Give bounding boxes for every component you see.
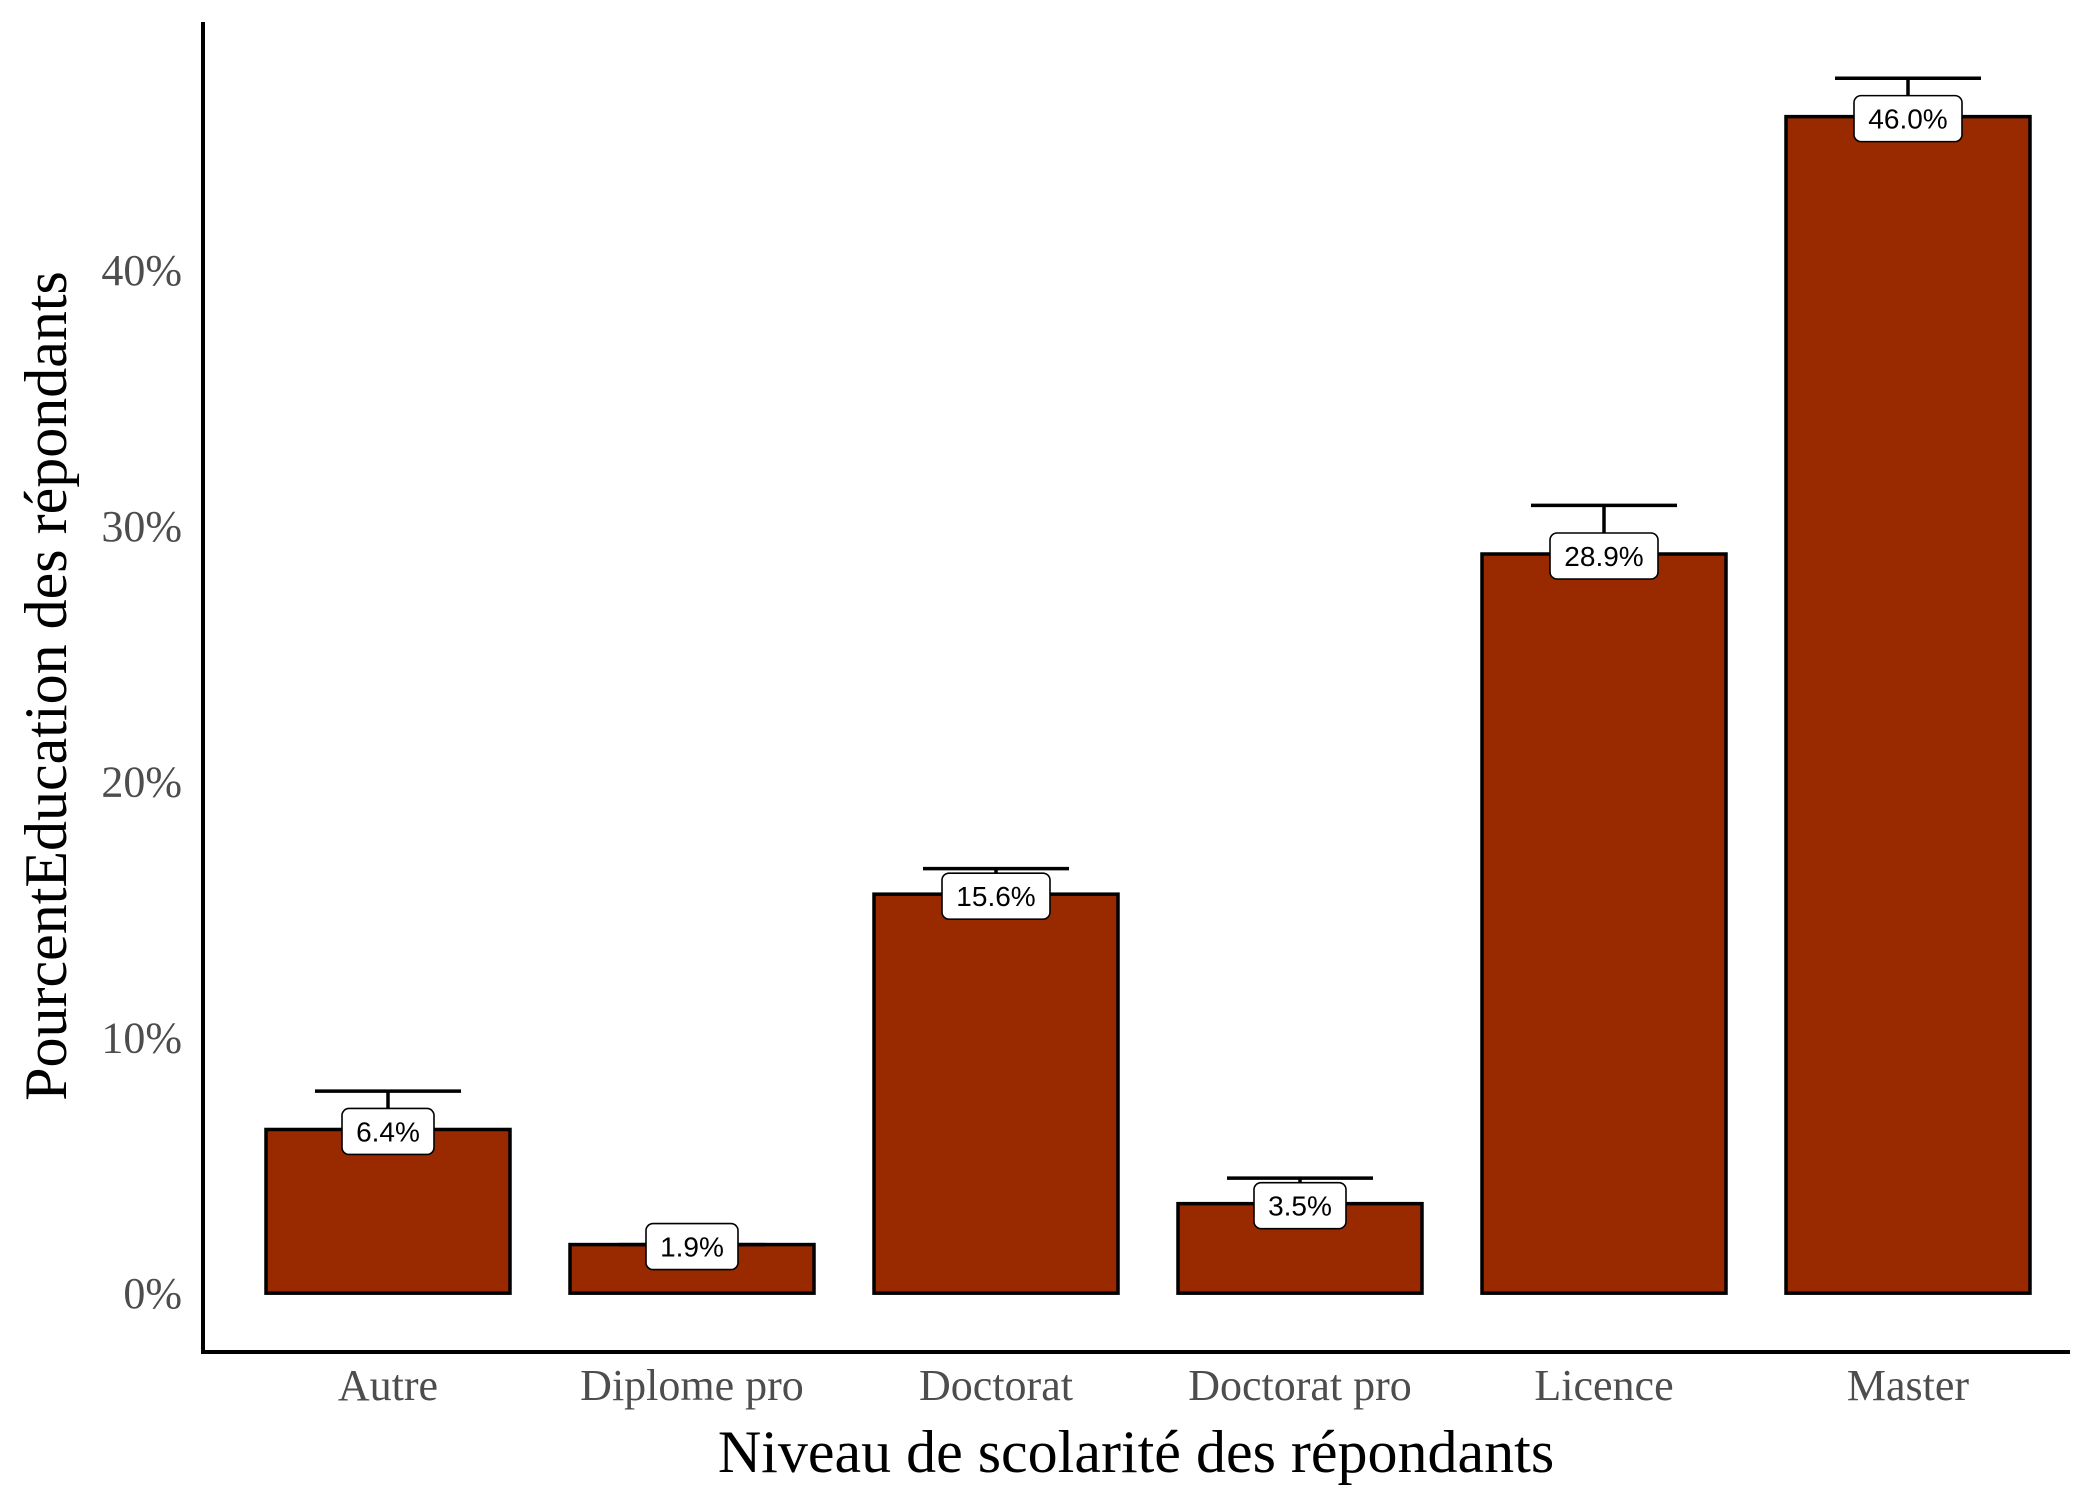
y-axis-title: PourcentEducation des répondants <box>13 271 79 1101</box>
x-tick-label: Doctorat <box>919 1361 1073 1410</box>
y-tick-label: 30% <box>101 502 182 551</box>
data-label-box <box>1549 532 1659 580</box>
data-label: 6.4% <box>356 1116 420 1147</box>
data-label: 3.5% <box>1268 1191 1332 1222</box>
bar-licence <box>1480 552 1728 1295</box>
data-label-box <box>1853 94 1963 143</box>
data-label-box <box>645 1222 739 1271</box>
data-label-box <box>341 1107 435 1156</box>
bar-autre <box>264 1127 512 1295</box>
y-tick-label: 20% <box>101 758 182 807</box>
data-label-box <box>941 872 1051 920</box>
y-tick-label: 10% <box>101 1013 182 1062</box>
data-labels: 6.4% 1.9% 15.6% 3.5% 28.9% 46.0% <box>341 94 1963 1271</box>
data-label: 1.9% <box>660 1232 724 1263</box>
x-axis-title: Niveau de scolarité des répondants <box>718 1419 1554 1485</box>
x-tick-label: Licence <box>1534 1361 1673 1410</box>
x-axis-ticks: Autre Diplome pro Doctorat Doctorat pro Lice… <box>338 1361 1970 1410</box>
y-tick-label: 0% <box>123 1269 182 1318</box>
data-label: 15.6% <box>956 881 1035 912</box>
x-tick-label: Autre <box>338 1361 438 1410</box>
y-tick-label: 40% <box>101 246 182 295</box>
data-label: 28.9% <box>1564 541 1643 572</box>
bars <box>264 114 2032 1295</box>
x-tick-label: Master <box>1847 1361 1970 1410</box>
bar-doctorat <box>872 892 1120 1295</box>
data-label: 46.0% <box>1868 104 1947 135</box>
y-axis-ticks: 0% 10% 20% 30% 40% <box>101 246 182 1318</box>
x-tick-label: Doctorat pro <box>1188 1361 1412 1410</box>
error-bars <box>315 76 1981 1247</box>
x-tick-label: Diplome pro <box>580 1361 804 1410</box>
data-label-box <box>1253 1181 1347 1230</box>
bar-master <box>1784 114 2032 1295</box>
